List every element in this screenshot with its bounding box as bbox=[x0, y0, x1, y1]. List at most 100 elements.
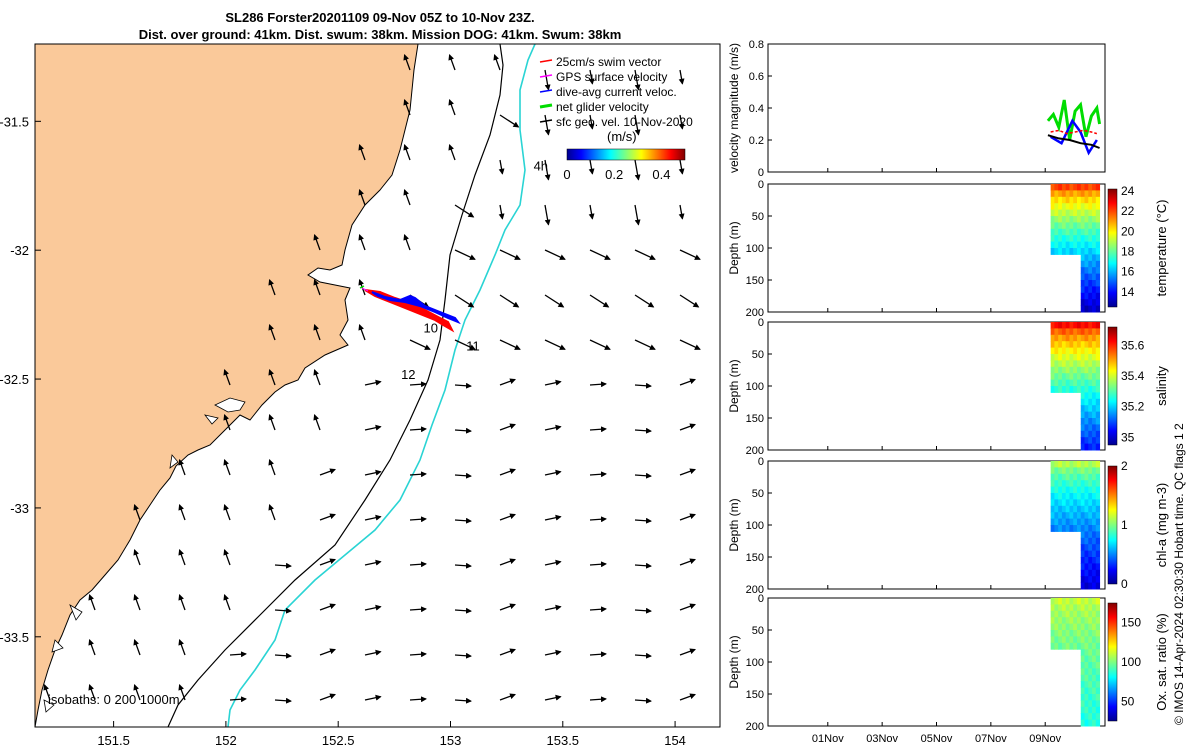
colorbar-tick-label: 35.4 bbox=[1121, 369, 1145, 383]
heatmap-cell bbox=[1054, 512, 1059, 520]
heatmap-cell bbox=[1080, 222, 1086, 230]
heatmap-cell bbox=[1054, 610, 1059, 618]
heatmap-cell bbox=[1088, 228, 1093, 236]
heatmap-cell bbox=[1065, 322, 1070, 329]
velocity-arrow bbox=[133, 549, 141, 566]
velocity-arrow bbox=[679, 603, 696, 611]
heatmap-cell bbox=[1095, 411, 1101, 419]
heatmap-cell bbox=[1084, 642, 1089, 650]
velocity-arrow bbox=[498, 204, 505, 220]
heatmap-cell bbox=[1092, 411, 1097, 419]
heatmap-cell bbox=[1092, 544, 1097, 552]
heatmap-cell bbox=[1069, 184, 1074, 191]
heatmap-cell bbox=[1088, 531, 1093, 539]
heatmap-cell bbox=[1080, 354, 1086, 361]
heatmap-cell bbox=[1069, 505, 1074, 513]
heatmap-cell bbox=[1080, 190, 1086, 198]
isobath-200m-line bbox=[167, 44, 504, 727]
colorbar-tick-label: 35 bbox=[1121, 430, 1135, 444]
heatmap-cell bbox=[1092, 662, 1097, 669]
heatmap-cell bbox=[1058, 241, 1063, 249]
heatmap-cell bbox=[1054, 235, 1059, 243]
heatmap-cell bbox=[1050, 334, 1055, 342]
heatmap-cell bbox=[1095, 386, 1101, 393]
heatmap-cell bbox=[1084, 531, 1089, 539]
heatmap-cell bbox=[1080, 550, 1086, 558]
black-arrow-icon bbox=[539, 119, 553, 123]
heatmap-cell bbox=[1092, 443, 1097, 451]
heatmap-cell bbox=[1054, 203, 1059, 211]
heatmap-cell bbox=[1084, 273, 1089, 281]
heatmap-cell bbox=[1073, 623, 1078, 631]
heatmap-cell bbox=[1054, 386, 1059, 393]
heatmap-cell bbox=[1080, 505, 1086, 513]
velocity-arrow bbox=[589, 471, 607, 478]
velocity-arrow bbox=[634, 697, 652, 704]
velocity-arrow bbox=[544, 514, 562, 521]
heatmap-cell bbox=[1058, 322, 1063, 329]
heatmap-cell bbox=[1076, 617, 1082, 625]
heatmap-cell bbox=[1065, 328, 1070, 336]
heatmap-cell bbox=[1080, 623, 1086, 631]
heatmap-cell bbox=[1054, 623, 1059, 631]
y-tick-label: 0 bbox=[758, 167, 764, 179]
heatmap-cell bbox=[1088, 617, 1093, 625]
heatmap-cell bbox=[1058, 525, 1063, 532]
heatmap-cell bbox=[1054, 493, 1059, 500]
heatmap-cell bbox=[1080, 719, 1086, 727]
heatmap-cell bbox=[1088, 209, 1093, 217]
heatmap-cell bbox=[1058, 373, 1063, 381]
profile-panel-0: 0 0.2 0.4 0.6 0.8 velocity magnitude (m/s) bbox=[727, 39, 1106, 179]
velocity-arrow bbox=[178, 549, 186, 566]
heatmap-cell bbox=[1080, 668, 1086, 676]
heatmap-cell bbox=[1095, 694, 1101, 701]
heatmap-cell bbox=[1050, 617, 1055, 625]
heatmap-cell bbox=[1084, 563, 1089, 571]
heatmap-cell bbox=[1069, 604, 1074, 612]
heatmap-cell bbox=[1095, 563, 1101, 571]
heatmap-cell bbox=[1073, 505, 1078, 513]
heatmap-cell bbox=[1080, 254, 1086, 262]
velocity-arrow bbox=[634, 114, 641, 136]
heatmap-cell bbox=[1092, 473, 1097, 481]
track-time-labels: 10 11 12 4h bbox=[401, 158, 548, 382]
heatmap-cell bbox=[1095, 437, 1101, 445]
heatmap-cell bbox=[1092, 184, 1097, 191]
heatmap-cell bbox=[1054, 518, 1059, 526]
heatmap-cell bbox=[1061, 196, 1067, 204]
heatmap-cell bbox=[1092, 557, 1097, 564]
heatmap-cell bbox=[1058, 623, 1063, 631]
heatmap-cell bbox=[1080, 706, 1086, 714]
heatmap-cell bbox=[1054, 190, 1059, 198]
heatmap-cell bbox=[1069, 203, 1074, 211]
heatmap-cell bbox=[1073, 636, 1078, 644]
velocity-arrow bbox=[589, 381, 607, 388]
velocity-arrow bbox=[409, 471, 427, 478]
heatmap-cell bbox=[1076, 248, 1082, 255]
heatmap-cell bbox=[1080, 713, 1086, 721]
heatmap-cell bbox=[1076, 241, 1082, 249]
heatmap-cell bbox=[1095, 354, 1101, 361]
velocity-arrow bbox=[409, 696, 427, 703]
heatmap-cell bbox=[1073, 196, 1078, 204]
heatmap-cell bbox=[1092, 537, 1097, 545]
heatmap-cell bbox=[1088, 582, 1093, 590]
heatmap-cell bbox=[1050, 322, 1055, 329]
heatmap-cell bbox=[1054, 196, 1059, 204]
velocity-arrow bbox=[634, 249, 656, 260]
heatmap-cell bbox=[1092, 531, 1097, 539]
heatmap-cell bbox=[1054, 222, 1059, 230]
heatmap-cell bbox=[1080, 292, 1086, 300]
heatmap-cell bbox=[1088, 537, 1093, 545]
heatmap-cell bbox=[1088, 569, 1093, 577]
heatmap-cell bbox=[1050, 341, 1055, 349]
heatmap-cell bbox=[1076, 630, 1082, 637]
heatmap-cell bbox=[1088, 248, 1093, 255]
heatmap-cell bbox=[1084, 655, 1089, 663]
heatmap-cell bbox=[1058, 328, 1063, 336]
heatmap-cell bbox=[1095, 537, 1101, 545]
heatmap-cell bbox=[1054, 184, 1059, 191]
depth-colorbar bbox=[1107, 602, 1118, 722]
heatmap-cell bbox=[1050, 630, 1055, 637]
heatmap-cell bbox=[1095, 322, 1101, 329]
